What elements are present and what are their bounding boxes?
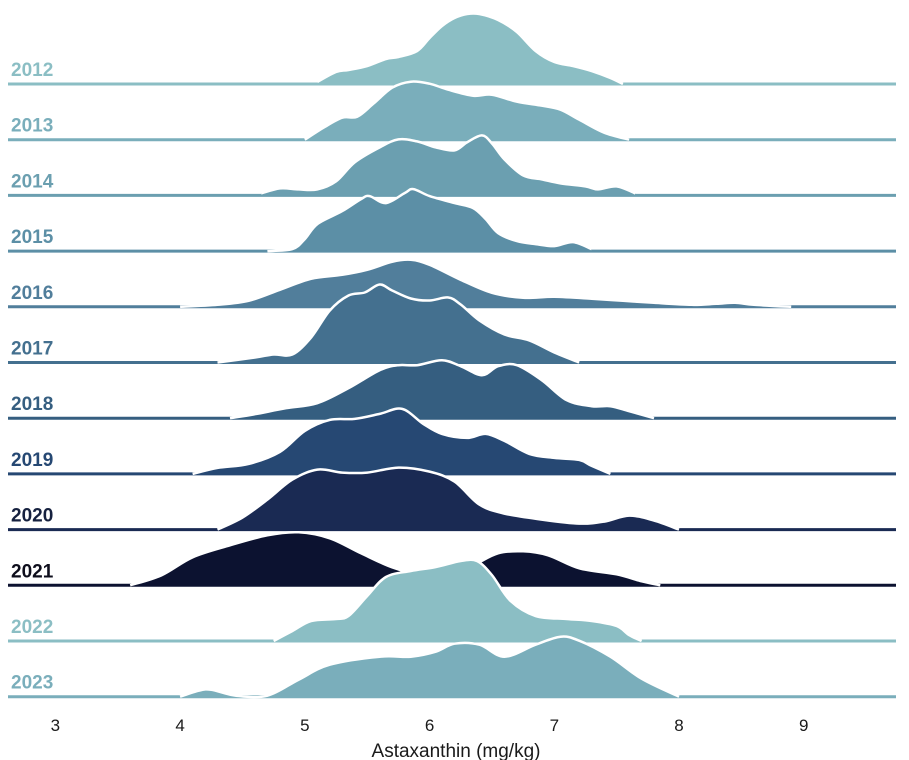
density-2020 <box>217 467 679 530</box>
year-label-2015: 2015 <box>11 227 54 248</box>
ridge-2012 <box>8 12 896 86</box>
ridge-2018 <box>8 358 896 420</box>
density-outline-2023 <box>179 635 680 699</box>
x-axis-title: Astaxanthin (mg/kg) <box>372 741 541 760</box>
x-tick-4: 4 <box>175 716 184 735</box>
density-outline-2016 <box>180 258 792 309</box>
density-outline-2022 <box>273 558 643 643</box>
density-2023 <box>180 636 679 698</box>
x-tick-8: 8 <box>674 716 683 735</box>
density-2012 <box>317 13 623 84</box>
ridge-2015 <box>8 187 896 253</box>
year-label-2020: 2020 <box>11 506 53 527</box>
x-tick-7: 7 <box>550 716 559 735</box>
ridge-2014 <box>8 134 896 197</box>
density-2022 <box>273 559 642 641</box>
ridge-2013 <box>8 80 896 142</box>
density-outline-2014 <box>260 134 636 195</box>
density-2017 <box>217 284 580 363</box>
ridge-2020 <box>8 466 896 532</box>
ridge-2022 <box>8 558 896 643</box>
x-tick-5: 5 <box>300 716 309 735</box>
density-outline-2015 <box>267 187 593 253</box>
x-tick-labels: 3 4 5 6 7 8 9 <box>51 716 809 735</box>
density-2013 <box>304 81 630 140</box>
density-2019 <box>192 408 611 474</box>
ridges-layer <box>8 12 896 699</box>
density-outline-2017 <box>217 283 580 364</box>
year-label-2016: 2016 <box>11 283 53 304</box>
density-2016 <box>180 259 792 307</box>
density-outline-2019 <box>192 407 611 476</box>
x-tick-9: 9 <box>799 716 808 735</box>
year-label-2023: 2023 <box>11 673 53 694</box>
year-label-2017: 2017 <box>11 339 53 360</box>
density-2021 <box>130 532 661 586</box>
x-axis: 3 4 5 6 7 8 9 Astaxanthin (mg/kg) <box>51 716 809 760</box>
density-outline-2018 <box>229 358 655 420</box>
x-tick-3: 3 <box>51 716 60 735</box>
ridge-2023 <box>8 635 896 699</box>
year-labels-layer: 2012 2013 2014 2015 2016 2017 2018 2019 2020 2021… <box>11 60 54 694</box>
year-label-2018: 2018 <box>11 394 53 415</box>
density-outline-2012 <box>316 12 624 86</box>
density-2015 <box>267 189 592 252</box>
year-label-2014: 2014 <box>11 171 54 192</box>
year-label-2012: 2012 <box>11 60 53 81</box>
density-2018 <box>230 360 654 419</box>
x-tick-6: 6 <box>425 716 434 735</box>
year-label-2022: 2022 <box>11 617 53 638</box>
year-label-2019: 2019 <box>11 450 53 471</box>
density-outline-2013 <box>304 80 630 141</box>
density-outline-2020 <box>216 466 680 531</box>
ridge-2019 <box>8 407 896 476</box>
year-label-2013: 2013 <box>11 116 53 137</box>
year-label-2021: 2021 <box>11 561 54 582</box>
